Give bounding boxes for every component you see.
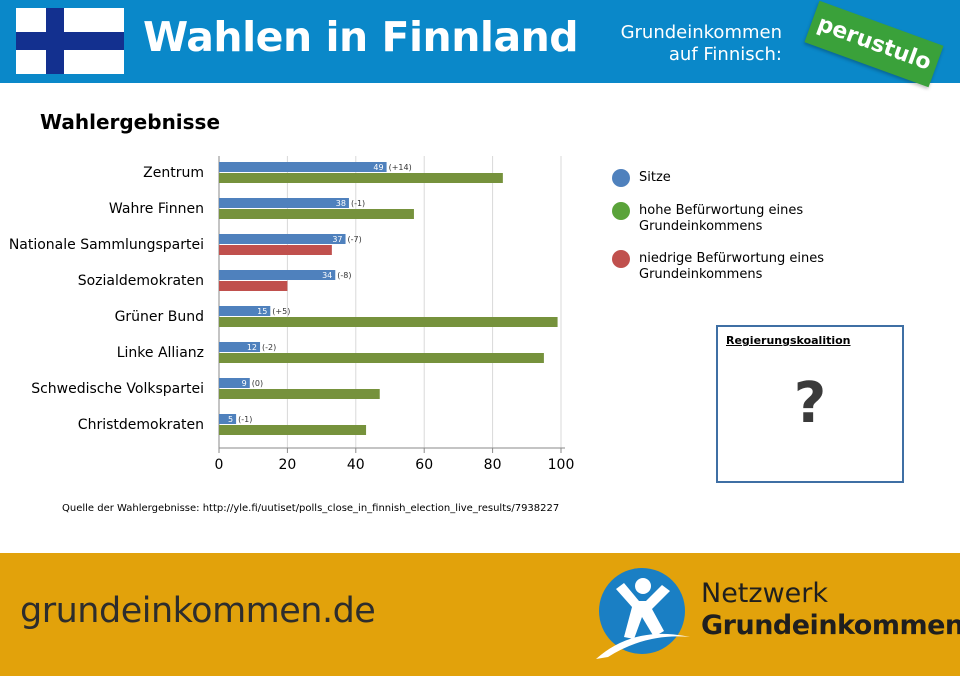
footer-bar: grundeinkommen.de Netzwerk Grundeinkomme… — [0, 553, 960, 676]
bar-befuerwortung — [219, 389, 380, 399]
data-label-change: (-1) — [351, 199, 365, 208]
legend-label-hohe-befuerwortung: hohe Befürwortung eines Grundeinkommens — [639, 203, 804, 234]
finland-flag-icon — [16, 8, 124, 74]
brand-line-1: Netzwerk — [701, 578, 828, 609]
source-note: Quelle der Wahlergebnisse: http://yle.fi… — [62, 503, 560, 514]
bar-sitze — [219, 306, 271, 316]
header-bar: Wahlen in Finnland Grundeinkommen auf Fi… — [0, 0, 960, 88]
data-label-change: (+5) — [272, 307, 290, 316]
data-label-sitze: 5 — [228, 415, 233, 424]
data-label-sitze: 9 — [242, 379, 247, 388]
x-tick-label: 100 — [548, 457, 575, 473]
legend-label-sitze: Sitze — [639, 170, 671, 185]
bar-sitze — [219, 234, 346, 244]
category-label: Sozialdemokraten — [78, 273, 204, 289]
data-label-sitze: 37 — [332, 235, 342, 244]
bar-befuerwortung — [219, 317, 558, 327]
data-label-change: (0) — [252, 379, 263, 388]
bar-befuerwortung — [219, 281, 288, 291]
legend-swatch-sitze — [612, 169, 630, 187]
coalition-question-mark: ? — [793, 371, 827, 436]
x-tick-label: 60 — [415, 457, 433, 473]
bar-befuerwortung — [219, 353, 544, 363]
data-label-change: (-8) — [337, 271, 351, 280]
category-label: Zentrum — [143, 165, 204, 181]
bar-sitze — [219, 198, 349, 208]
data-label-change: (+14) — [389, 163, 412, 172]
data-label-sitze: 15 — [257, 307, 267, 316]
header-subtitle-line1: Grundeinkommen — [620, 22, 782, 43]
category-label: Schwedische Volkspartei — [31, 381, 204, 397]
category-label: Christdemokraten — [78, 417, 204, 433]
section-heading: Wahlergebnisse — [40, 110, 221, 134]
bar-sitze — [219, 378, 250, 388]
x-tick-label: 40 — [347, 457, 365, 473]
brand-line-2: Grundeinkommen — [701, 610, 960, 641]
coalition-box: Regierungskoalition ? — [716, 325, 904, 483]
category-label: Wahre Finnen — [109, 201, 204, 217]
category-label: Nationale Sammlungspartei — [9, 237, 204, 253]
data-label-sitze: 38 — [336, 199, 346, 208]
bar-befuerwortung — [219, 425, 367, 435]
perustulo-stamp: perustulo — [804, 0, 944, 88]
category-label: Grüner Bund — [115, 309, 204, 325]
data-label-change: (-1) — [238, 415, 252, 424]
bar-sitze — [219, 414, 237, 424]
bar-sitze — [219, 270, 336, 280]
x-tick-label: 0 — [215, 457, 224, 473]
x-tick-label: 80 — [484, 457, 502, 473]
bar-sitze — [219, 342, 261, 352]
header-subtitle-line2: auf Finnisch: — [668, 44, 782, 65]
page-title: Wahlen in Finnland — [143, 13, 579, 61]
data-label-sitze: 49 — [373, 163, 383, 172]
data-label-sitze: 12 — [247, 343, 257, 352]
data-label-change: (-2) — [262, 343, 276, 352]
footer-url: grundeinkommen.de — [20, 591, 376, 631]
bar-befuerwortung — [219, 173, 503, 183]
bar-befuerwortung — [219, 209, 414, 219]
netzwerk-logo-icon — [596, 568, 690, 659]
election-bar-chart: 0 20 40 60 80 100 Zentrum 49 (+14) Wahre Finnen 38… — [9, 156, 575, 473]
legend-label-niedrige-befuerwortung: niedrige Befürwortung eines Grundeinkomm… — [639, 251, 825, 282]
data-label-sitze: 34 — [322, 271, 332, 280]
legend-swatch-hohe-befuerwortung — [612, 202, 630, 220]
legend-swatch-niedrige-befuerwortung — [612, 250, 630, 268]
bar-befuerwortung — [219, 245, 332, 255]
x-tick-label: 20 — [278, 457, 296, 473]
coalition-title: Regierungskoalition — [726, 334, 851, 347]
data-label-change: (-7) — [348, 235, 362, 244]
category-label: Linke Allianz — [117, 345, 204, 361]
bar-sitze — [219, 162, 387, 172]
